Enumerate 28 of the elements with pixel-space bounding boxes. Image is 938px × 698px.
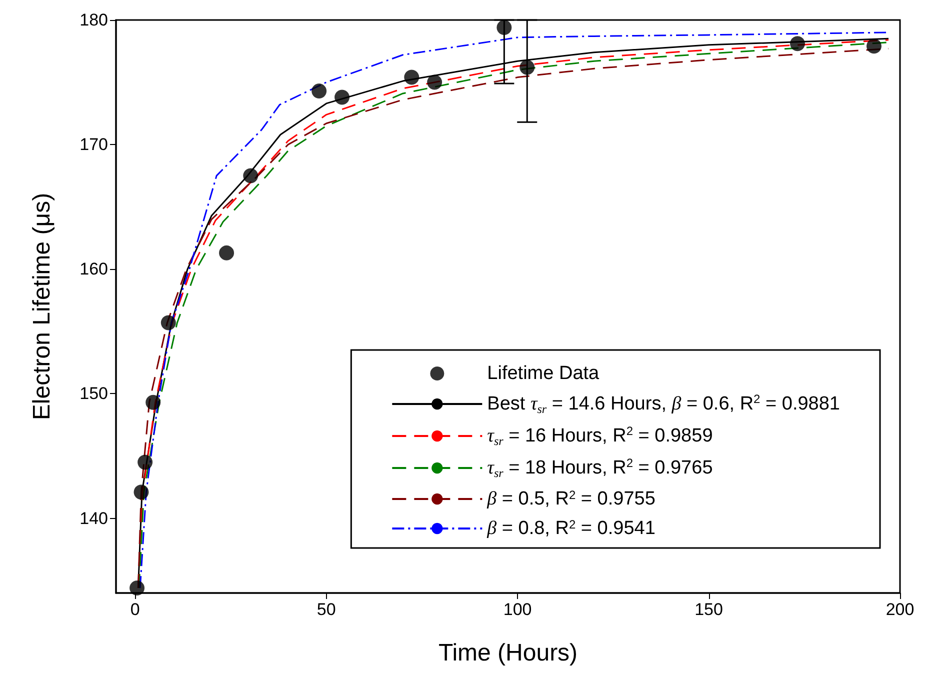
x-tick-label: 0 (130, 600, 140, 619)
point (496, 20, 512, 35)
x-tick-label: 50 (316, 600, 336, 619)
point (334, 90, 350, 105)
point (134, 484, 149, 500)
point (427, 74, 442, 90)
point (243, 168, 258, 184)
point (790, 36, 806, 52)
point (866, 38, 882, 54)
point (520, 60, 535, 75)
point (160, 315, 176, 330)
legend-label: Lifetime Data (487, 363, 600, 384)
point (146, 394, 161, 410)
y-tick-label: 150 (80, 384, 108, 404)
y-axis-title: Electron Lifetime (μs) (28, 192, 56, 420)
x-tick-label: 200 (886, 600, 914, 619)
point (404, 70, 420, 85)
y-tick-label: 140 (80, 508, 108, 528)
y-tick-label: 170 (80, 135, 108, 154)
x-tick-label: 150 (694, 600, 723, 619)
y-tick-label: 160 (80, 260, 108, 279)
point (312, 84, 327, 98)
x-axis-title: Time (Hours) (438, 640, 578, 666)
x-tick-label: 100 (503, 600, 532, 619)
point (219, 245, 234, 260)
point (130, 580, 145, 596)
point (138, 454, 153, 470)
y-tick-label: 180 (80, 10, 108, 30)
